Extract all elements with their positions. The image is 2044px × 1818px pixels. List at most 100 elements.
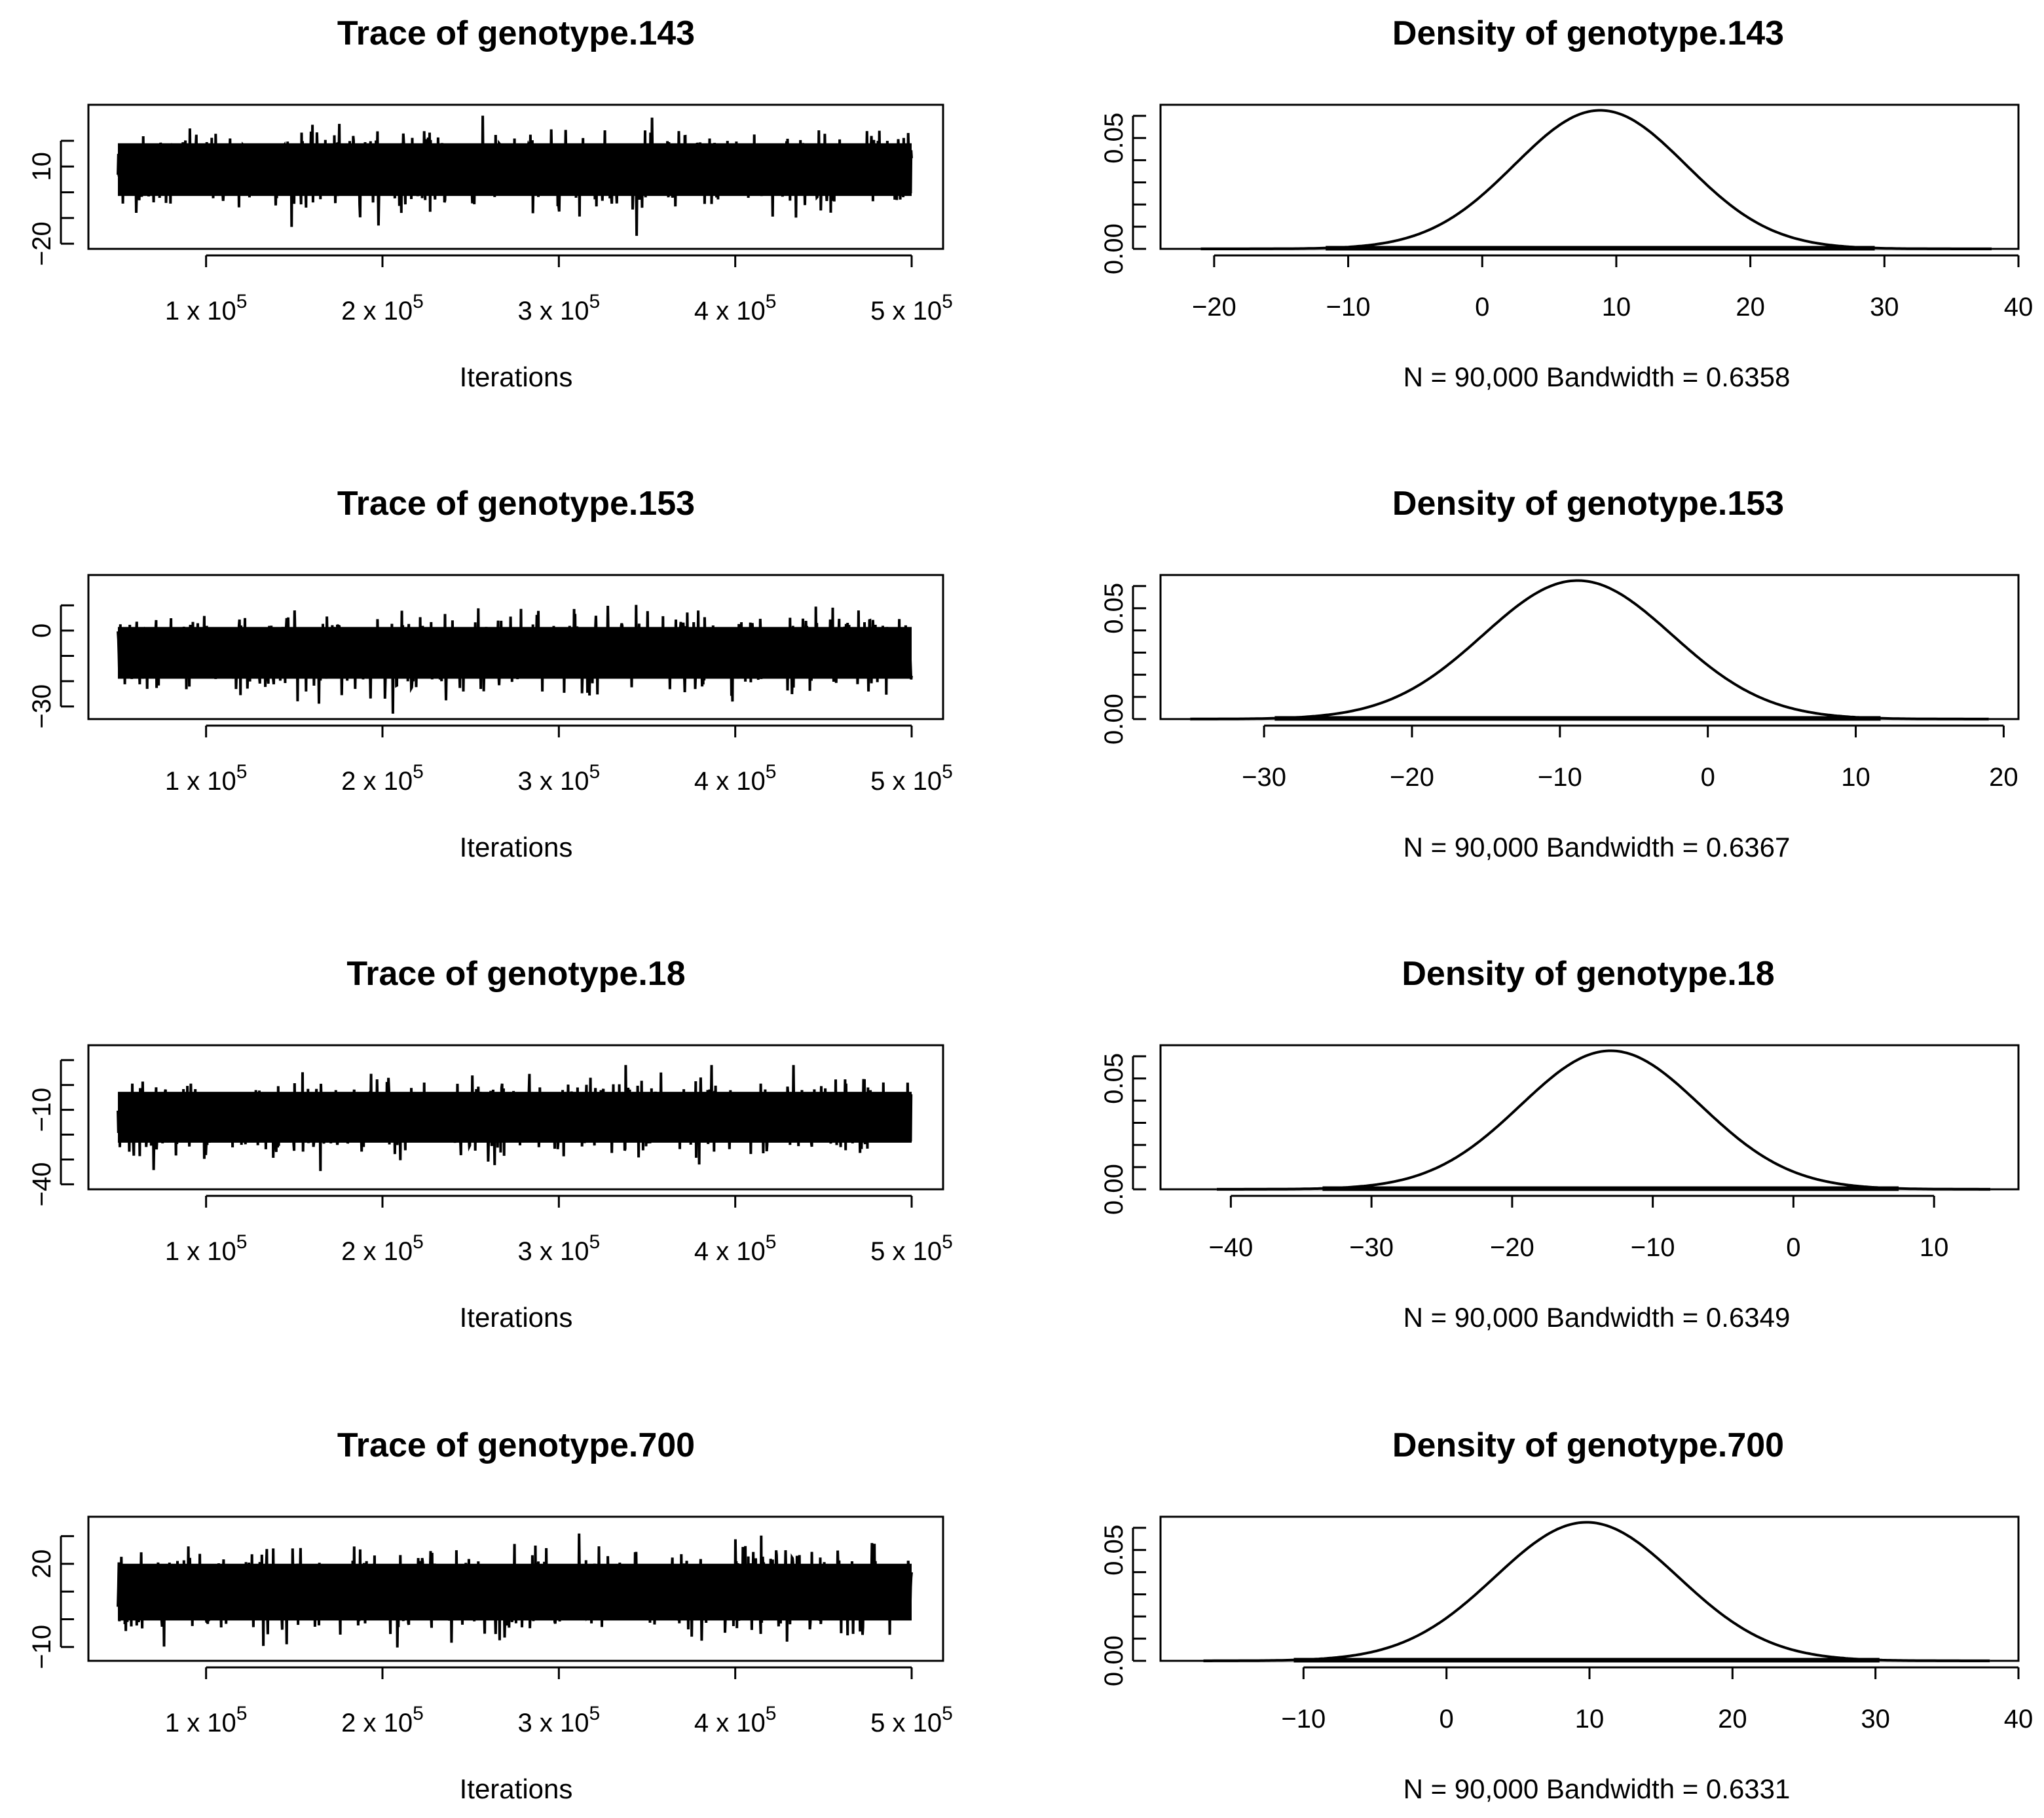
y-tick-label: 10: [28, 152, 56, 181]
x-tick-label: −10: [1326, 293, 1371, 322]
y-tick-label: 0.00: [1100, 694, 1128, 745]
x-tick-label: 20: [1718, 1705, 1747, 1734]
x-tick-label: 10: [1602, 293, 1631, 322]
x-tick-label: 40: [2004, 293, 2034, 322]
y-tick-label: 0.05: [1100, 1053, 1128, 1104]
chart-title: Density of genotype.700: [1392, 1426, 1784, 1464]
trace-panel-1: Trace of genotype.153 −30 0 1 x 105 2 x 105 3…: [28, 485, 953, 863]
x-tick-label: −10: [1631, 1233, 1675, 1262]
trace-panel-2: Trace of genotype.18 −40 −10 1 x 105 2 x 105…: [28, 955, 953, 1333]
x-tick-label: 20: [1736, 293, 1765, 322]
trace-band: [118, 1092, 912, 1143]
trace-band: [118, 627, 912, 679]
x-axis-label: N = 90,000 Bandwidth = 0.6331: [1403, 1773, 1791, 1804]
x-axis-label: Iterations: [460, 832, 573, 863]
y-tick-label: 0.00: [1100, 1635, 1128, 1686]
plot-frame: [87, 103, 944, 250]
y-tick-label: 0.05: [1100, 113, 1128, 164]
x-tick-label: 5 x 105: [870, 1703, 953, 1737]
x-tick-label: 2 x 105: [341, 1703, 424, 1737]
x-tick-label: 0: [1475, 293, 1489, 322]
x-tick-label: −10: [1281, 1705, 1326, 1734]
x-axis-label: Iterations: [460, 1773, 573, 1804]
density-curve: [1203, 1521, 1990, 1662]
x-tick-label: 10: [1841, 763, 1870, 792]
x-tick-label: 4 x 105: [694, 761, 777, 796]
plot-frame: [1159, 103, 2020, 250]
x-axis-label: Iterations: [460, 362, 573, 392]
x-tick-label: 3 x 105: [518, 291, 601, 325]
y-tick-label: −40: [28, 1162, 56, 1206]
density-panel-0: Density of genotype.143 0.00 0.05 −20 −10 0 10…: [1100, 14, 2033, 392]
y-tick-label: −30: [28, 684, 56, 729]
chart-title: Trace of genotype.18: [346, 955, 685, 993]
x-tick-label: −30: [1242, 763, 1286, 792]
chart-title: Trace of genotype.143: [337, 14, 695, 52]
x-tick-label: −10: [1538, 763, 1582, 792]
chart-title: Density of genotype.18: [1402, 955, 1774, 993]
x-tick-label: 3 x 105: [518, 761, 601, 796]
chart-title: Trace of genotype.700: [337, 1426, 695, 1464]
x-tick-label: 5 x 105: [870, 291, 953, 325]
y-tick-label: −10: [28, 1625, 56, 1669]
x-tick-label: 2 x 105: [341, 761, 424, 796]
x-tick-label: 1 x 105: [165, 1231, 248, 1266]
x-tick-label: 30: [1861, 1705, 1890, 1734]
x-tick-label: −40: [1208, 1233, 1253, 1262]
y-tick-label: 0.05: [1100, 1525, 1128, 1576]
x-tick-label: 3 x 105: [518, 1703, 601, 1737]
x-tick-label: 1 x 105: [165, 291, 248, 325]
x-tick-label: −20: [1490, 1233, 1534, 1262]
x-tick-label: 20: [1989, 763, 2018, 792]
x-tick-label: 2 x 105: [341, 291, 424, 325]
trace-band: [118, 1563, 912, 1621]
plot-frame: [87, 1044, 944, 1191]
density-curve: [1200, 109, 1992, 250]
density-curve: [1190, 579, 1989, 720]
x-tick-label: 1 x 105: [165, 761, 248, 796]
x-tick-label: 0: [1701, 763, 1715, 792]
x-tick-label: 3 x 105: [518, 1231, 601, 1266]
y-tick-label: 20: [28, 1549, 56, 1579]
y-tick-label: −10: [28, 1088, 56, 1132]
x-tick-label: 1 x 105: [165, 1703, 248, 1737]
x-tick-label: 30: [1870, 293, 1899, 322]
plot-frame: [1159, 1515, 2020, 1662]
x-axis-label: Iterations: [460, 1302, 573, 1333]
x-tick-label: 10: [1575, 1705, 1605, 1734]
y-tick-label: 0.05: [1100, 583, 1128, 634]
plot-frame: [1159, 1044, 2020, 1191]
x-tick-label: 5 x 105: [870, 1231, 953, 1266]
y-tick-label: 0.00: [1100, 223, 1128, 274]
y-tick-label: 0: [28, 623, 56, 638]
chart-title: Trace of genotype.153: [337, 485, 695, 523]
x-tick-label: 4 x 105: [694, 1703, 777, 1737]
density-panel-3: Density of genotype.700 0.00 0.05 −10 0 10 20 3…: [1100, 1426, 2033, 1804]
density-curve: [1216, 1049, 1990, 1191]
x-tick-label: 2 x 105: [341, 1231, 424, 1266]
x-tick-label: 40: [2004, 1705, 2034, 1734]
x-tick-label: −20: [1192, 293, 1236, 322]
plot-frame: [87, 1515, 944, 1662]
x-tick-label: 0: [1440, 1705, 1454, 1734]
plot-frame: [87, 574, 944, 720]
x-tick-label: 5 x 105: [870, 761, 953, 796]
density-panel-1: Density of genotype.153 0.00 0.05 −30 −20 −10…: [1100, 485, 2020, 863]
x-tick-label: −20: [1390, 763, 1434, 792]
x-tick-label: 4 x 105: [694, 1231, 777, 1266]
x-tick-label: 10: [1920, 1233, 1949, 1262]
density-panel-2: Density of genotype.18 0.00 0.05 −40 −30 −20 −…: [1100, 955, 2020, 1333]
y-tick-label: −20: [28, 221, 56, 266]
x-axis-label: N = 90,000 Bandwidth = 0.6358: [1403, 362, 1791, 392]
x-axis-label: N = 90,000 Bandwidth = 0.6349: [1403, 1302, 1791, 1333]
chart-title: Density of genotype.143: [1392, 14, 1784, 52]
chart-title: Density of genotype.153: [1392, 485, 1784, 523]
trace-panel-3: Trace of genotype.700 −10 20 1 x 105 2 x 105…: [28, 1426, 953, 1804]
plot-frame: [1159, 574, 2020, 720]
trace-band: [118, 143, 912, 196]
y-tick-label: 0.00: [1100, 1164, 1128, 1215]
x-axis-label: N = 90,000 Bandwidth = 0.6367: [1403, 832, 1791, 863]
trace-panel-0: Trace of genotype.143 −20 10 1 x 105 2 x 105…: [28, 14, 953, 392]
x-tick-label: −30: [1349, 1233, 1394, 1262]
